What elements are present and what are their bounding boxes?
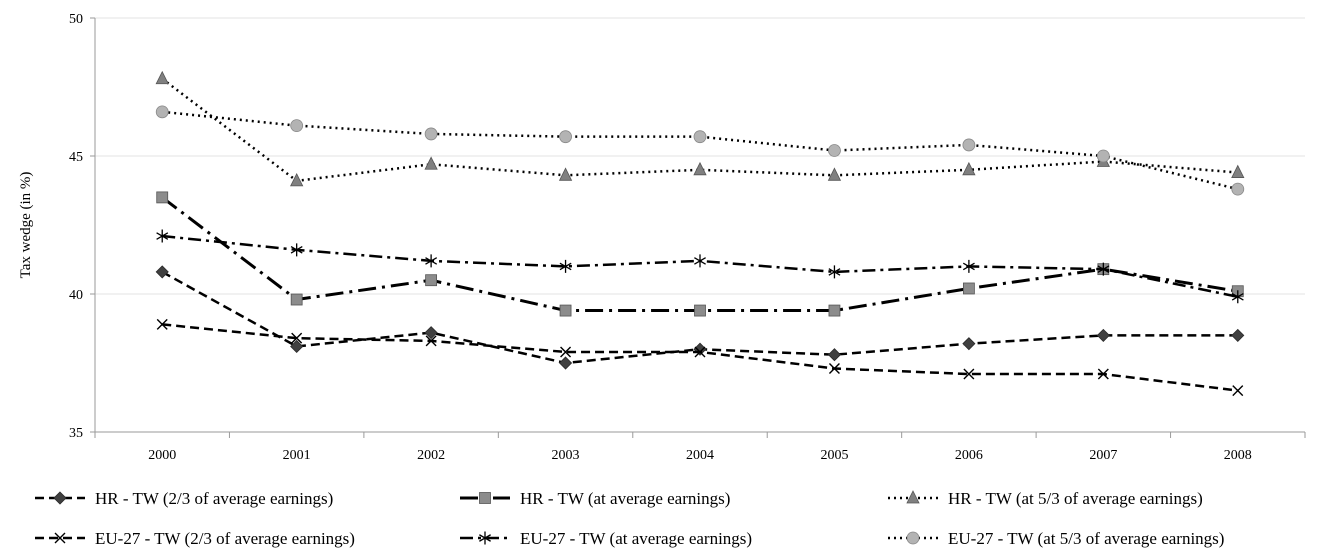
series-2-point-marker (290, 293, 303, 306)
series-4-point-marker (291, 332, 303, 344)
series-5-point-marker (425, 254, 438, 268)
x-tick-label: 2007 (1089, 448, 1117, 463)
legend-item-4: EU-27 - TW (2/3 of average earnings) (35, 529, 355, 548)
y-tick-label: 35 (69, 426, 83, 441)
series-3-point-marker (155, 70, 169, 85)
series-5-point-marker (694, 254, 706, 268)
legend-4-marker (54, 532, 66, 544)
series-6-point-marker (962, 138, 976, 152)
series-4-point-marker (828, 363, 840, 375)
series-5-point-marker (156, 229, 169, 243)
series-3-point-marker (693, 161, 707, 176)
series-1-point-marker (693, 342, 707, 356)
series-4-point-marker (156, 318, 168, 330)
series-5-point-marker (559, 259, 572, 273)
legend-item-5: EU-27 - TW (at average earnings) (460, 529, 752, 548)
gridlines (95, 17, 1305, 295)
legend: HR - TW (2/3 of average earnings) HR - TW… (35, 489, 1224, 548)
y-axis-ticks: 35 40 45 50 (69, 12, 95, 441)
series-2 (156, 191, 1244, 317)
series-1-point-marker (962, 337, 976, 351)
series-2-point-marker (694, 304, 706, 317)
x-tick-label: 2002 (417, 448, 445, 463)
axes (94, 18, 1305, 433)
x-tick-label: 2001 (283, 448, 311, 463)
series-5-point-marker (828, 265, 841, 279)
x-axis-ticks: 2000 2001 2002 2003 2004 2005 2006 2007 2008 (94, 432, 1306, 463)
legend-label: HR - TW (at 5/3 of average earnings) (948, 489, 1203, 508)
x-tick-label: 2006 (955, 448, 983, 463)
series-1-point-marker (1096, 328, 1110, 342)
series-2-point-marker (425, 274, 438, 287)
legend-item-6: EU-27 - TW (at 5/3 of average earnings) (888, 529, 1224, 548)
legend-label: EU-27 - TW (at 5/3 of average earnings) (948, 529, 1224, 548)
series-6-point-marker (1231, 182, 1245, 196)
series-4-point-marker (560, 346, 572, 358)
legend-1-marker (53, 491, 67, 505)
series-4-point-marker (425, 335, 437, 347)
series-3 (155, 70, 1245, 187)
series-5-point-marker (290, 243, 303, 257)
series-2-point-marker (559, 304, 572, 317)
legend-3-marker (906, 490, 920, 504)
series-4-point-marker (694, 346, 706, 358)
series-4-point-marker (963, 368, 975, 380)
series-2-point-marker (156, 191, 169, 204)
legend-label: EU-27 - TW (at average earnings) (520, 529, 752, 548)
series-6-point-marker (155, 105, 169, 119)
series-layer (155, 70, 1245, 397)
legend-6-marker (906, 531, 920, 545)
x-tick-label: 2003 (552, 448, 580, 463)
series-6-point-marker (828, 144, 841, 157)
series-3-point-marker (827, 167, 842, 181)
series-5 (156, 229, 1244, 304)
series-6-point-marker (290, 119, 304, 133)
series-5-point-marker (962, 259, 975, 273)
series-6-point-marker (559, 130, 572, 144)
legend-item-3: HR - TW (at 5/3 of average earnings) (888, 489, 1203, 508)
legend-2-marker (479, 492, 491, 504)
series-1-point-marker (155, 265, 169, 279)
y-axis-title: Tax wedge (in %) (18, 172, 34, 279)
series-3-point-marker (558, 167, 573, 181)
series-5-point-marker (1097, 262, 1110, 276)
x-tick-label: 2004 (686, 448, 714, 463)
series-1-point-marker (1231, 328, 1245, 342)
series-1 (155, 265, 1245, 370)
series-6 (155, 105, 1245, 196)
series-3-point-marker (424, 156, 438, 170)
series-2-point-marker (962, 282, 975, 295)
x-tick-label: 2008 (1224, 448, 1252, 463)
y-tick-label: 40 (69, 288, 83, 303)
series-5-point-marker (1231, 290, 1244, 304)
legend-label: EU-27 - TW (2/3 of average earnings) (95, 529, 355, 548)
y-tick-label: 50 (69, 12, 83, 27)
legend-item-1: HR - TW (2/3 of average earnings) (35, 489, 333, 508)
series-1-point-marker (424, 326, 438, 340)
series-6-point-marker (1096, 149, 1110, 163)
legend-label: HR - TW (2/3 of average earnings) (95, 489, 333, 508)
series-4-point-marker (1232, 385, 1244, 397)
series-4-line (162, 323, 1238, 392)
series-6-point-marker (424, 127, 438, 141)
y-tick-label: 45 (69, 150, 83, 165)
series-1-point-marker (827, 348, 842, 362)
series-3-point-marker (1231, 164, 1245, 178)
series-3-point-marker (290, 172, 304, 187)
legend-5-marker (479, 531, 491, 545)
x-tick-label: 2005 (820, 448, 848, 463)
series-3-point-marker (962, 161, 976, 176)
series-4-point-marker (1097, 368, 1109, 380)
series-6-point-marker (693, 130, 707, 144)
series-4 (156, 318, 1244, 397)
series-1-point-marker (558, 356, 573, 370)
legend-item-2: HR - TW (at average earnings) (460, 489, 730, 508)
series-1-point-marker (290, 339, 304, 354)
series-6-line (162, 110, 1239, 191)
series-2-point-marker (828, 304, 841, 317)
x-tick-label: 2000 (148, 448, 176, 463)
legend-label: HR - TW (at average earnings) (520, 489, 730, 508)
